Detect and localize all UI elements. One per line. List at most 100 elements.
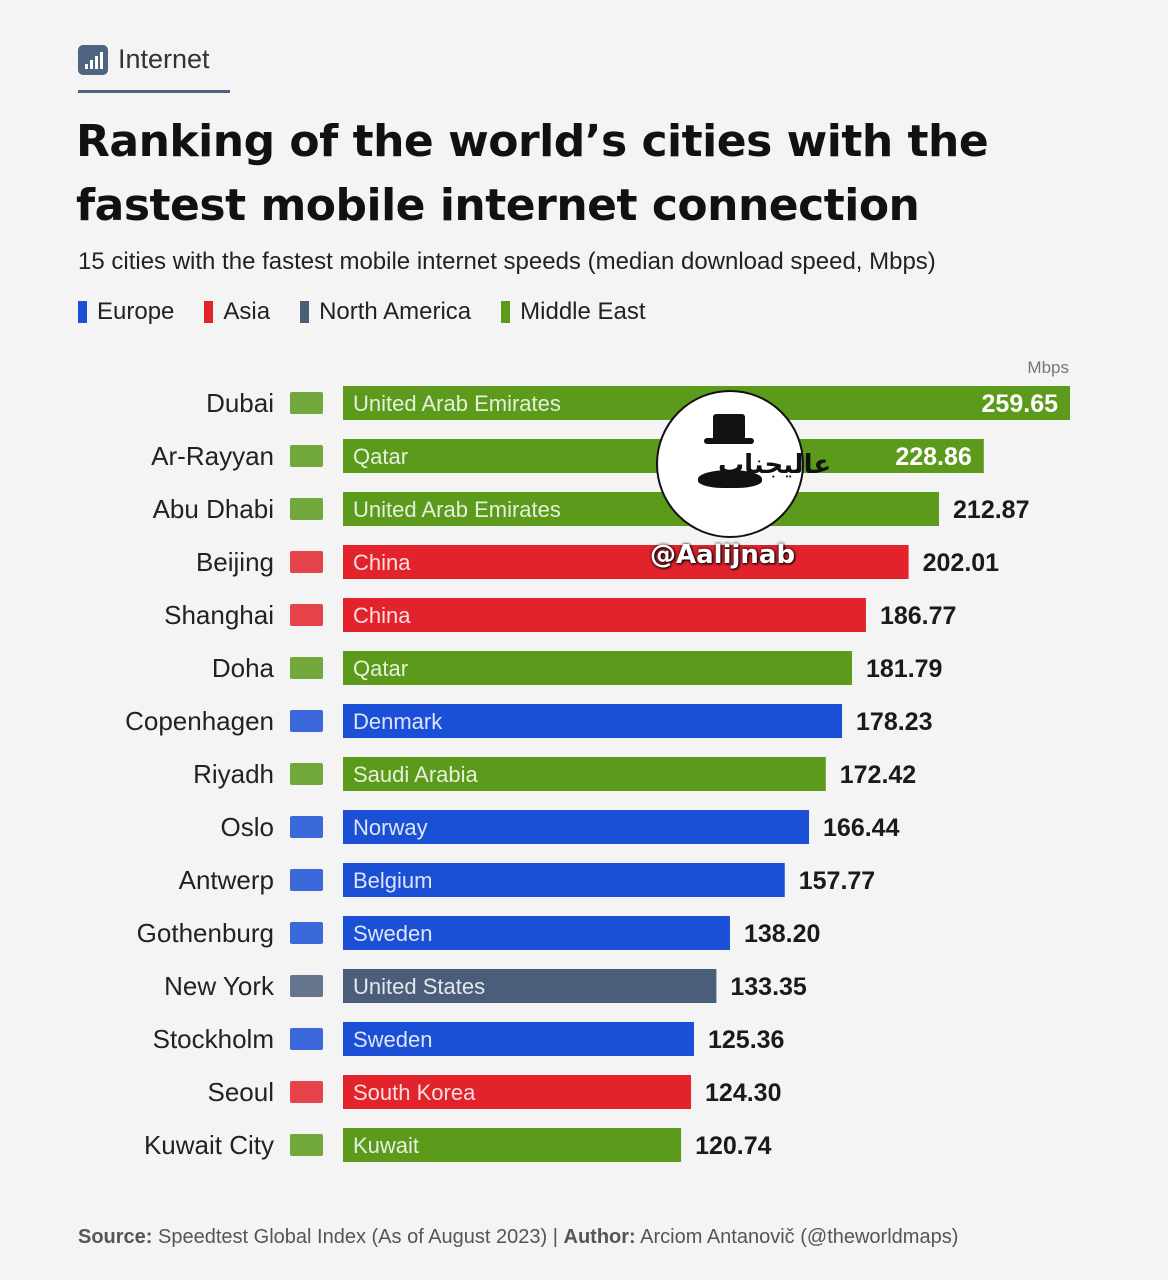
chart-title: Ranking of the world’s cities with the f… <box>76 116 989 231</box>
topic-underline <box>78 90 230 93</box>
legend-item-middle-east: Middle East <box>501 298 646 326</box>
bar-riyadh <box>343 757 826 791</box>
country-label-dubai: United Arab Emirates <box>353 391 561 416</box>
bar-beijing <box>343 545 909 579</box>
flag-icon-riyadh <box>290 763 323 785</box>
bar-antwerp <box>343 863 785 897</box>
bar-abu-dhabi <box>343 492 940 526</box>
country-label-oslo: Norway <box>353 815 428 840</box>
bar-stockholm <box>343 1022 694 1056</box>
city-label-gothenburg: Gothenburg <box>137 918 274 948</box>
flag-icon-doha <box>290 657 323 679</box>
country-label-new-york: United States <box>353 974 485 999</box>
bar-gothenburg <box>343 916 730 950</box>
value-label-seoul: 124.30 <box>705 1079 781 1107</box>
flag-icon-antwerp <box>290 869 323 891</box>
country-label-riyadh: Saudi Arabia <box>353 762 479 787</box>
flag-icon-abu-dhabi <box>290 498 323 520</box>
legend-label-asia: Asia <box>223 298 271 325</box>
source-footer: Source: Speedtest Global Index (As of Au… <box>78 1226 958 1249</box>
country-label-stockholm: Sweden <box>353 1027 433 1052</box>
flag-icon-stockholm <box>290 1028 323 1050</box>
flag-icon-gothenburg <box>290 922 323 944</box>
city-label-stockholm: Stockholm <box>153 1024 274 1054</box>
value-label-dubai: 259.65 <box>982 390 1059 418</box>
city-label-ar-rayyan: Ar-Rayyan <box>151 441 274 471</box>
city-label-oslo: Oslo <box>221 812 274 842</box>
watermark-logo: عالیجناب <box>656 390 831 538</box>
author-label: Author: <box>563 1226 636 1248</box>
value-label-riyadh: 172.42 <box>840 761 916 789</box>
flag-icon-new-york <box>290 975 323 997</box>
flag-icon-seoul <box>290 1081 323 1103</box>
country-label-doha: Qatar <box>353 656 408 681</box>
topic-label: Internet <box>118 44 210 74</box>
city-label-kuwait-city: Kuwait City <box>144 1130 274 1160</box>
country-label-shanghai: China <box>353 603 411 628</box>
country-label-gothenburg: Sweden <box>353 921 433 946</box>
top-hat-icon <box>713 414 745 440</box>
legend-item-asia: Asia <box>204 298 270 326</box>
bar-copenhagen <box>343 704 843 738</box>
city-label-beijing: Beijing <box>196 547 274 577</box>
legend-swatch-asia <box>204 301 214 323</box>
value-label-copenhagen: 178.23 <box>856 708 932 736</box>
value-label-stockholm: 125.36 <box>708 1026 784 1054</box>
legend-label-north-america: North America <box>319 298 472 325</box>
value-label-shanghai: 186.77 <box>880 602 956 630</box>
country-label-seoul: South Korea <box>353 1080 476 1105</box>
value-label-ar-rayyan: 228.86 <box>895 443 971 471</box>
city-label-riyadh: Riyadh <box>193 759 274 789</box>
flag-icon-shanghai <box>290 604 323 626</box>
bar-new-york <box>343 969 717 1003</box>
chart-subtitle: 15 cities with the fastest mobile intern… <box>78 248 936 275</box>
bar-doha <box>343 651 852 685</box>
value-label-beijing: 202.01 <box>923 549 1000 577</box>
flag-icon-dubai <box>290 392 323 414</box>
bar-chart: Mbps Dubai United Arab Emirates 259.65 Ar-Ra… <box>125 358 1070 1162</box>
city-label-seoul: Seoul <box>208 1077 275 1107</box>
bar-kuwait-city <box>343 1128 682 1162</box>
source-text: Speedtest Global Index (As of August 202… <box>158 1226 548 1248</box>
flag-icon-copenhagen <box>290 710 323 732</box>
footer-separator: | <box>552 1226 558 1248</box>
flag-icon-beijing <box>290 551 323 573</box>
country-label-abu-dhabi: United Arab Emirates <box>353 497 561 522</box>
city-label-antwerp: Antwerp <box>179 865 274 895</box>
value-label-doha: 181.79 <box>866 655 942 683</box>
value-label-oslo: 166.44 <box>823 814 900 842</box>
unit-label: Mbps <box>1027 358 1069 377</box>
city-label-copenhagen: Copenhagen <box>125 706 274 736</box>
country-label-beijing: China <box>353 550 411 575</box>
bar-seoul <box>343 1075 692 1109</box>
value-label-abu-dhabi: 212.87 <box>953 496 1029 524</box>
topic-tag: Internet <box>78 44 210 75</box>
city-label-dubai: Dubai <box>206 388 274 418</box>
flag-icon-ar-rayyan <box>290 445 323 467</box>
legend-swatch-middle-east <box>501 301 511 323</box>
city-label-new-york: New York <box>164 971 275 1001</box>
city-label-doha: Doha <box>212 653 275 683</box>
hat-brim-icon <box>704 438 754 444</box>
value-label-new-york: 133.35 <box>730 973 807 1001</box>
signal-bars-icon <box>78 44 108 75</box>
watermark-handle: @Aalijnab <box>650 540 796 570</box>
country-label-ar-rayyan: Qatar <box>353 444 408 469</box>
legend-swatch-europe <box>78 301 87 323</box>
country-label-antwerp: Belgium <box>353 868 432 893</box>
legend-label-middle-east: Middle East <box>520 298 646 325</box>
value-label-kuwait-city: 120.74 <box>695 1132 772 1160</box>
country-label-kuwait-city: Kuwait <box>353 1133 419 1158</box>
legend-item-europe: Europe <box>78 298 174 326</box>
city-label-abu-dhabi: Abu Dhabi <box>153 494 274 524</box>
legend-label-europe: Europe <box>97 298 175 325</box>
legend-item-north-america: North America <box>300 298 471 326</box>
flag-icon-oslo <box>290 816 323 838</box>
value-label-antwerp: 157.77 <box>799 867 875 895</box>
author-text: Arciom Antanovič (@theworldmaps) <box>640 1226 959 1248</box>
source-label: Source: <box>78 1226 153 1248</box>
mustache-icon <box>698 470 762 488</box>
legend: Europe Asia North America Middle East <box>78 298 646 326</box>
city-label-shanghai: Shanghai <box>164 600 274 630</box>
value-label-gothenburg: 138.20 <box>744 920 820 948</box>
